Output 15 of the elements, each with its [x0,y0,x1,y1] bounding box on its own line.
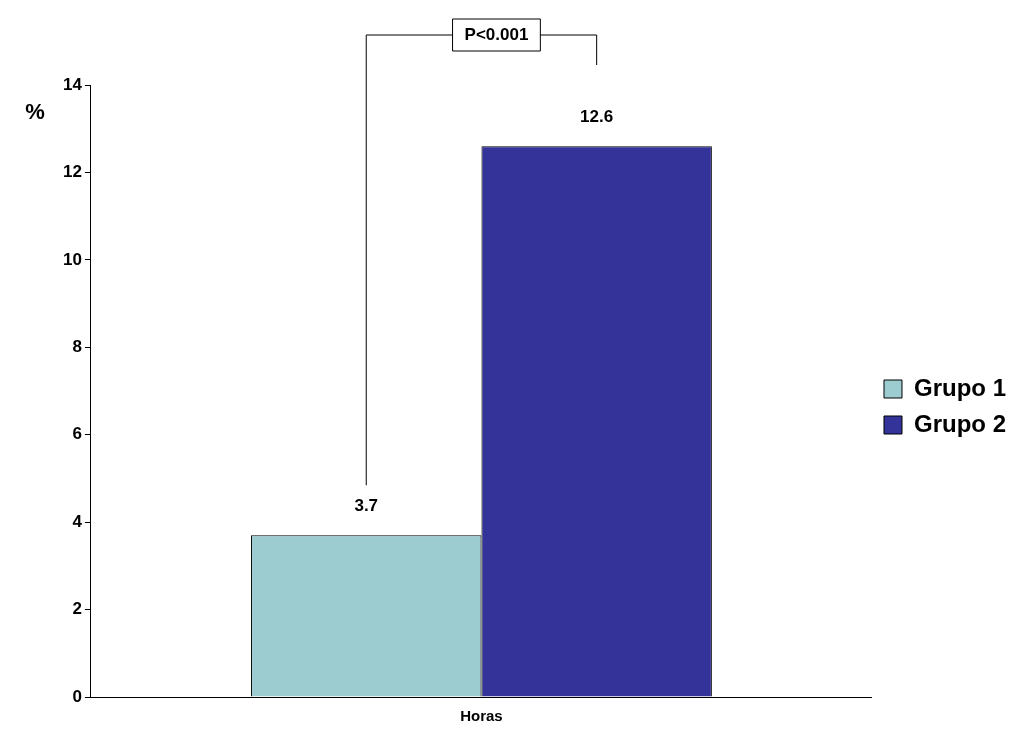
text: P<0.001 [464,24,529,44]
data-label: 12.6 [580,107,614,127]
y-tick-label: 2 [72,599,82,619]
y-axis-title: % [25,99,45,125]
y-tick-label: 6 [72,424,82,444]
x-tick-label: Horas [460,707,503,725]
y-tick-label: 12 [62,162,82,182]
y-tick-label: 4 [72,511,83,531]
y-tick-label: 10 [62,249,82,269]
data-label: 3.7 [354,496,379,516]
y-tick-label: 8 [72,336,82,356]
y-tick-label: 14 [62,74,83,94]
y-tick-label: 0 [72,686,82,706]
legend-label: Grupo 2 [914,409,1007,437]
legend-label: Grupo 1 [914,373,1007,401]
